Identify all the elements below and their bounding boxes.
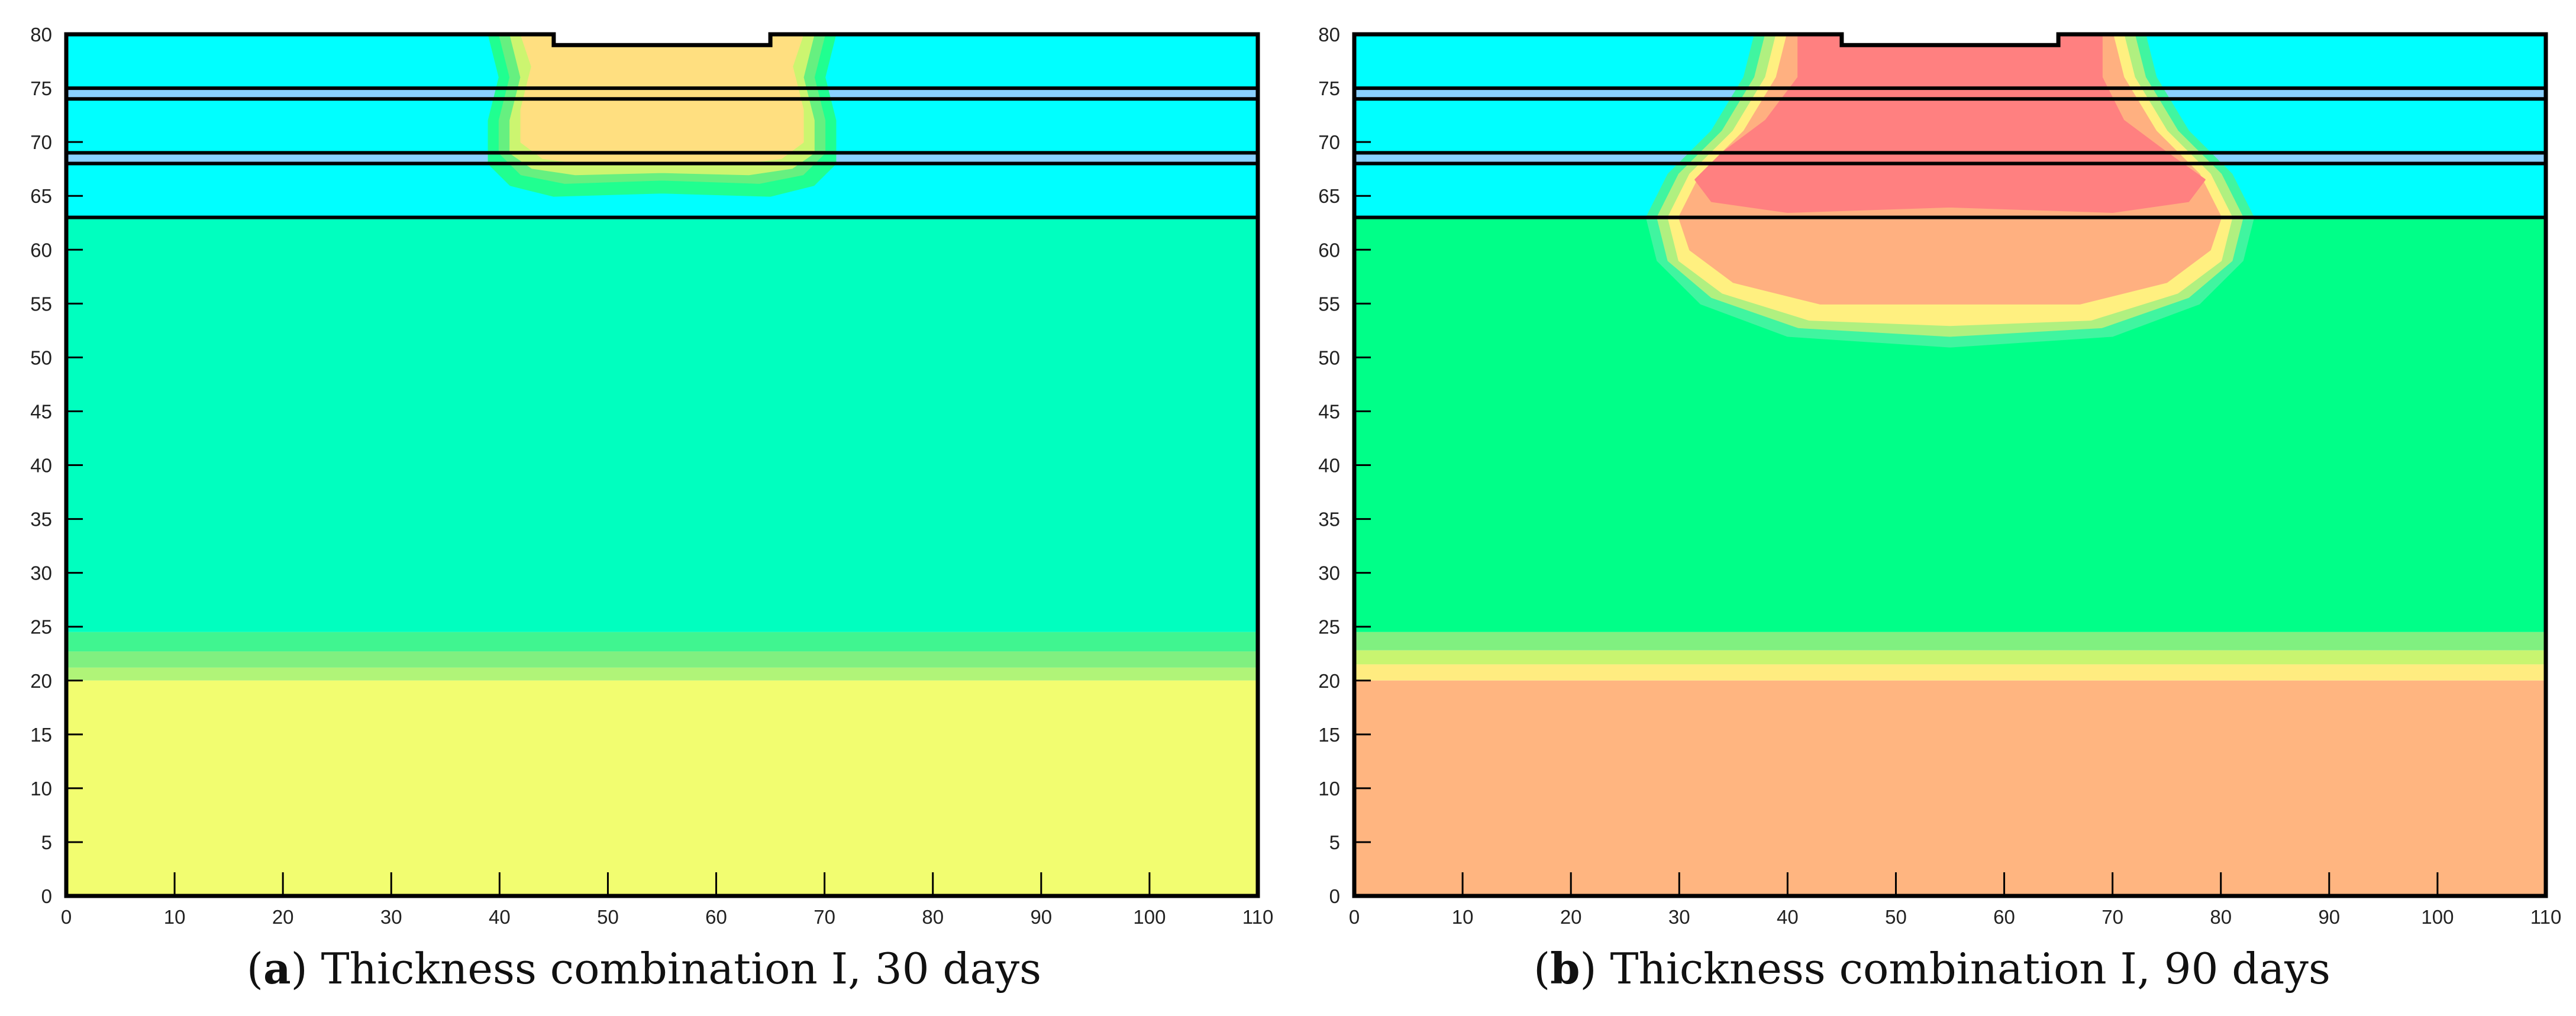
y-tick-label-a-4: 20 — [30, 670, 52, 692]
x-tick-label-b-5: 50 — [1885, 906, 1907, 928]
y-tick-label-b-15: 75 — [1318, 77, 1340, 99]
y-tick-label-b-11: 55 — [1318, 293, 1340, 315]
x-tick-label-b-4: 40 — [1777, 906, 1799, 928]
caption-a-letter: a — [263, 943, 291, 994]
y-tick-label-a-7: 35 — [30, 509, 52, 530]
y-tick-label-b-2: 10 — [1318, 778, 1340, 800]
y-tick-label-b-9: 45 — [1318, 400, 1340, 422]
band-a-3 — [66, 651, 1258, 668]
x-tick-label-a-3: 30 — [380, 906, 402, 928]
panel-a: 0 10 20 30 40 50 60 70 80 90 100 110 0 5 10 15 20 25 30 35 4… — [30, 24, 1274, 994]
band-a-4 — [66, 667, 1258, 681]
x-tick-label-b-3: 30 — [1668, 906, 1690, 928]
x-tick-label-a-0: 0 — [61, 906, 72, 928]
x-tick-label-b-2: 20 — [1560, 906, 1582, 928]
x-tick-label-a-4: 40 — [489, 906, 511, 928]
y-tick-label-b-12: 60 — [1318, 239, 1340, 261]
domain-fill-b — [1354, 34, 2546, 896]
y-tick-label-b-5: 25 — [1318, 616, 1340, 638]
band-b-4 — [1354, 664, 2546, 681]
x-tick-label-a-2: 20 — [272, 906, 294, 928]
caption-a-text: Thickness combination I, 30 days — [321, 944, 1042, 994]
y-tick-label-a-14: 70 — [30, 131, 52, 153]
y-tick-label-a-13: 65 — [30, 185, 52, 207]
x-tick-label-b-10: 100 — [2421, 906, 2454, 928]
caption-b: (b) Thickness combination I, 90 days — [1534, 943, 2330, 994]
y-tick-label-a-15: 75 — [30, 77, 52, 99]
band-b-5 — [1354, 680, 2546, 896]
y-tick-label-b-0: 0 — [1329, 885, 1340, 907]
y-tick-label-a-11: 55 — [30, 293, 52, 315]
x-tick-label-b-8: 80 — [2210, 906, 2232, 928]
y-tick-label-b-8: 40 — [1318, 455, 1340, 477]
y-tick-label-a-16: 80 — [30, 24, 52, 46]
x-tick-label-b-0: 0 — [1349, 906, 1360, 928]
y-tick-label-b-7: 35 — [1318, 509, 1340, 530]
y-tick-label-b-10: 50 — [1318, 347, 1340, 368]
band-b-3 — [1354, 650, 2546, 665]
x-tick-label-a-9: 90 — [1030, 906, 1052, 928]
x-tick-label-a-1: 10 — [164, 906, 186, 928]
band-b-2 — [1354, 632, 2546, 651]
contour-plot-a: 0 10 20 30 40 50 60 70 80 90 100 110 0 5 10 15 20 25 30 35 4… — [30, 24, 1274, 928]
caption-b-text: Thickness combination I, 90 days — [1610, 944, 2330, 994]
x-tick-label-a-6: 60 — [705, 906, 727, 928]
x-tick-label-a-8: 80 — [922, 906, 944, 928]
band-a-1 — [66, 217, 1258, 632]
caption-b-letter: b — [1550, 943, 1580, 994]
domain-outline-b — [1352, 32, 2548, 898]
y-tick-label-a-6: 30 — [30, 562, 52, 584]
y-tick-label-a-8: 40 — [30, 455, 52, 477]
domain-outline-a — [64, 32, 1260, 898]
x-tick-label-b-11: 110 — [2530, 906, 2562, 928]
y-tick-label-a-2: 10 — [30, 778, 52, 800]
y-tick-label-b-4: 20 — [1318, 670, 1340, 692]
x-tick-label-b-6: 60 — [1993, 906, 2015, 928]
x-tick-label-b-7: 70 — [2102, 906, 2123, 928]
y-tick-label-b-16: 80 — [1318, 24, 1340, 46]
caption-a: (a) Thickness combination I, 30 days — [246, 943, 1042, 994]
y-tick-label-a-3: 15 — [30, 724, 52, 746]
y-tick-label-a-12: 60 — [30, 239, 52, 261]
x-tick-label-b-9: 90 — [2318, 906, 2340, 928]
x-tick-label-a-10: 100 — [1133, 906, 1166, 928]
x-tick-label-b-1: 10 — [1452, 906, 1474, 928]
x-tick-label-a-7: 70 — [814, 906, 835, 928]
y-tick-label-b-6: 30 — [1318, 562, 1340, 584]
x-tick-label-a-5: 50 — [597, 906, 619, 928]
band-a-2 — [66, 632, 1258, 652]
contour-plot-b: 0 10 20 30 40 50 60 70 80 90 100 110 0 5 10 15 20 25 30 35 4… — [1318, 24, 2562, 928]
y-tick-label-b-14: 70 — [1318, 131, 1340, 153]
x-tick-label-a-11: 110 — [1242, 906, 1274, 928]
band-a-5 — [66, 680, 1258, 896]
y-tick-label-a-9: 45 — [30, 400, 52, 422]
domain-fill-a — [66, 34, 1258, 896]
y-tick-label-b-3: 15 — [1318, 724, 1340, 746]
y-tick-label-a-10: 50 — [30, 347, 52, 368]
y-tick-label-b-1: 5 — [1329, 831, 1340, 853]
y-tick-label-a-5: 25 — [30, 616, 52, 638]
y-tick-label-a-1: 5 — [41, 831, 52, 853]
y-tick-label-b-13: 65 — [1318, 185, 1340, 207]
panel-b: 0 10 20 30 40 50 60 70 80 90 100 110 0 5 10 15 20 25 30 35 4… — [1288, 0, 2576, 1016]
y-tick-label-a-0: 0 — [41, 885, 52, 907]
